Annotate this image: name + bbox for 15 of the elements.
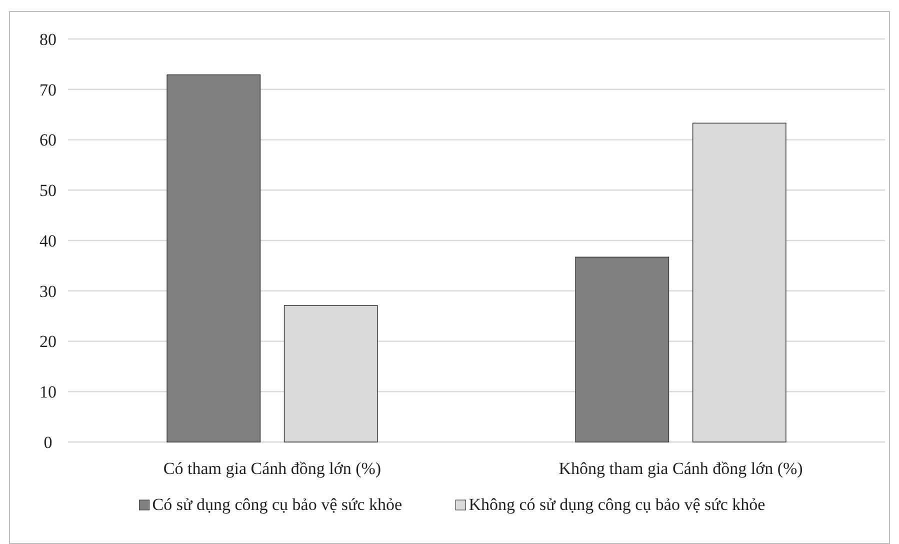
legend-label: Có sử dụng công cụ bảo vệ sức khỏe (152, 495, 402, 514)
y-tick-label: 40 (40, 231, 56, 250)
y-tick-label: 30 (40, 282, 56, 301)
bar (166, 74, 261, 442)
y-tick-label: 10 (40, 382, 56, 402)
y-tick-label: 20 (40, 332, 56, 352)
y-tick-label: 80 (40, 30, 56, 49)
x-tick-label: Không tham gia Cánh đồng lớn (%) (558, 459, 803, 478)
legend-label: Không có sử dụng công cụ bảo vệ sức khỏe (468, 495, 766, 514)
y-tick-label: 50 (40, 181, 56, 200)
bar (575, 256, 670, 442)
x-tick-label: Có tham gia Cánh đồng lớn (%) (163, 459, 382, 478)
y-tick-label: 60 (40, 130, 56, 150)
y-tick-label: 0 (44, 432, 52, 452)
y-tick-label: 70 (40, 80, 56, 100)
